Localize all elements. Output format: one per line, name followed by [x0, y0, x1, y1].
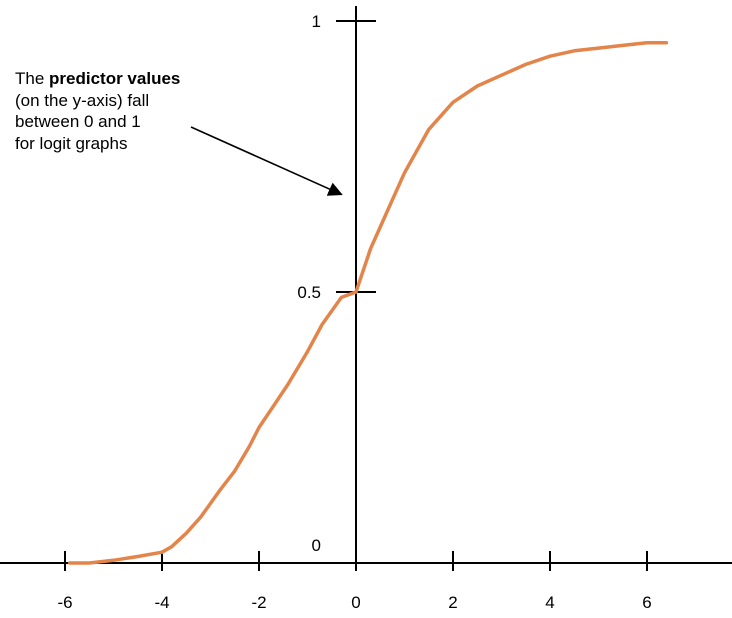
x-tick-label: 6 [642, 593, 651, 612]
x-tick-label: 2 [448, 593, 457, 612]
annotation-line-4: for logit graphs [15, 133, 128, 153]
series-line [68, 40, 669, 565]
x-tick-label: 0 [351, 593, 360, 612]
annotation-line-2: (on the y-axis) fall [15, 90, 150, 110]
y-tick-label: 0 [312, 536, 321, 555]
x-tick-label: -4 [154, 593, 169, 612]
annotation-text: The predictor values (on the y-axis) fal… [15, 68, 265, 154]
annotation-prefix: The [15, 69, 50, 88]
y-tick-label: 1 [312, 12, 321, 31]
annotation-arrow [190, 126, 343, 196]
x-tick-label: -6 [57, 593, 72, 612]
annotation-bold: predictor values [49, 69, 181, 88]
annotation-line-1: The predictor values [15, 68, 265, 90]
x-tick-label: -2 [251, 593, 266, 612]
x-tick-label: 4 [545, 593, 554, 612]
annotation-line-3: between 0 and 1 [15, 112, 141, 131]
y-tick-label: 0.5 [297, 283, 321, 302]
